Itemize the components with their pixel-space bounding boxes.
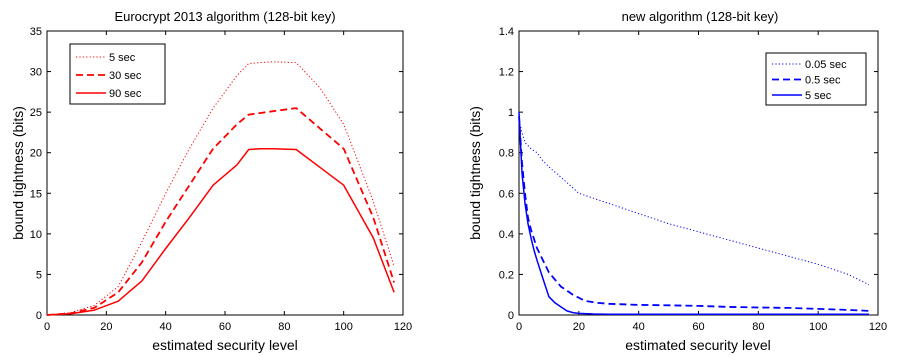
right-y-tick-label: 0.6 [499,188,514,200]
left-legend-box [69,43,166,105]
right-series-line-0 [518,120,870,286]
right-y-tick-label: 1 [508,107,514,119]
left-legend-label-1: 30 sec [109,70,142,82]
left-legend-items: 5 sec 30 sec 90 sec [76,52,142,100]
right-legend-box [765,52,867,106]
left-legend-label-0: 5 sec [109,52,136,64]
right-x-tick-label: 100 [809,321,827,333]
left-x-tick-label: 20 [100,321,112,333]
right-legend-label-1: 0.5 sec [805,75,841,87]
left-y-tick-label: 0 [36,310,42,322]
right-x-tick-label: 120 [869,321,887,333]
right-series-line-1 [518,116,870,312]
left-ticks: 0 20 40 60 80 100 120 0 5 10 15 20 25 30 35 [30,26,412,333]
right-x-axis-label: estimated security level [625,337,771,353]
left-y-axis-label: bound tightness (bits) [10,106,26,240]
left-x-tick-label: 100 [334,321,352,333]
right-chart-title: new algorithm (128-bit key) [622,9,779,24]
left-series-line-1 [46,107,395,316]
left-legend: 5 sec 30 sec 90 sec [69,43,166,105]
left-series-line-0 [46,61,395,316]
left-x-tick-label: 40 [160,321,172,333]
right-x-tick-label: 40 [633,321,645,333]
left-y-tick-label: 15 [30,188,42,200]
left-series-line-2 [46,147,395,316]
right-y-tick-label: 0.2 [499,269,514,281]
right-x-tick-label: 80 [752,321,764,333]
left-series-lines [46,61,395,316]
left-x-axis-label: estimated security level [152,337,298,353]
right-y-tick-label: 0.4 [499,229,514,241]
left-x-tick-label: 0 [44,321,50,333]
left-chart-title: Eurocrypt 2013 algorithm (128-bit key) [114,9,335,24]
right-y-tick-label: 0 [508,310,514,322]
right-y-tick-label: 1.2 [499,67,514,79]
left-legend-label-2: 90 sec [109,88,142,100]
left-y-tick-label: 25 [30,107,42,119]
right-legend: 0.05 sec 0.5 sec 5 sec [765,52,867,106]
right-x-tick-label: 20 [573,321,585,333]
left-x-tick-label: 120 [394,321,412,333]
left-x-tick-label: 60 [219,321,231,333]
right-legend-items: 0.05 sec 0.5 sec 5 sec [772,59,847,102]
right-legend-label-2: 5 sec [805,90,832,102]
right-chart: new algorithm (128-bit key) 0 20 40 60 80 100… [467,9,887,353]
right-series-lines [518,112,870,315]
left-y-tick-label: 10 [30,229,42,241]
left-chart: Eurocrypt 2013 algorithm (128-bit key) 0… [10,9,412,353]
right-x-tick-label: 0 [516,321,522,333]
left-y-tick-label: 35 [30,26,42,38]
right-series-line-2 [518,112,869,315]
right-legend-label-0: 0.05 sec [805,59,847,71]
left-y-tick-label: 5 [36,269,42,281]
right-y-axis-label: bound tightness (bits) [467,106,483,240]
left-y-tick-label: 20 [30,148,42,160]
left-x-tick-label: 80 [278,321,290,333]
right-x-tick-label: 60 [692,321,704,333]
left-y-tick-label: 30 [30,67,42,79]
right-ticks: 0 20 40 60 80 100 120 0 0.2 0.4 0.6 0.8 1 1.2 1.4 [499,26,887,333]
right-y-tick-label: 1.4 [499,26,514,38]
right-y-tick-label: 0.8 [499,148,514,160]
